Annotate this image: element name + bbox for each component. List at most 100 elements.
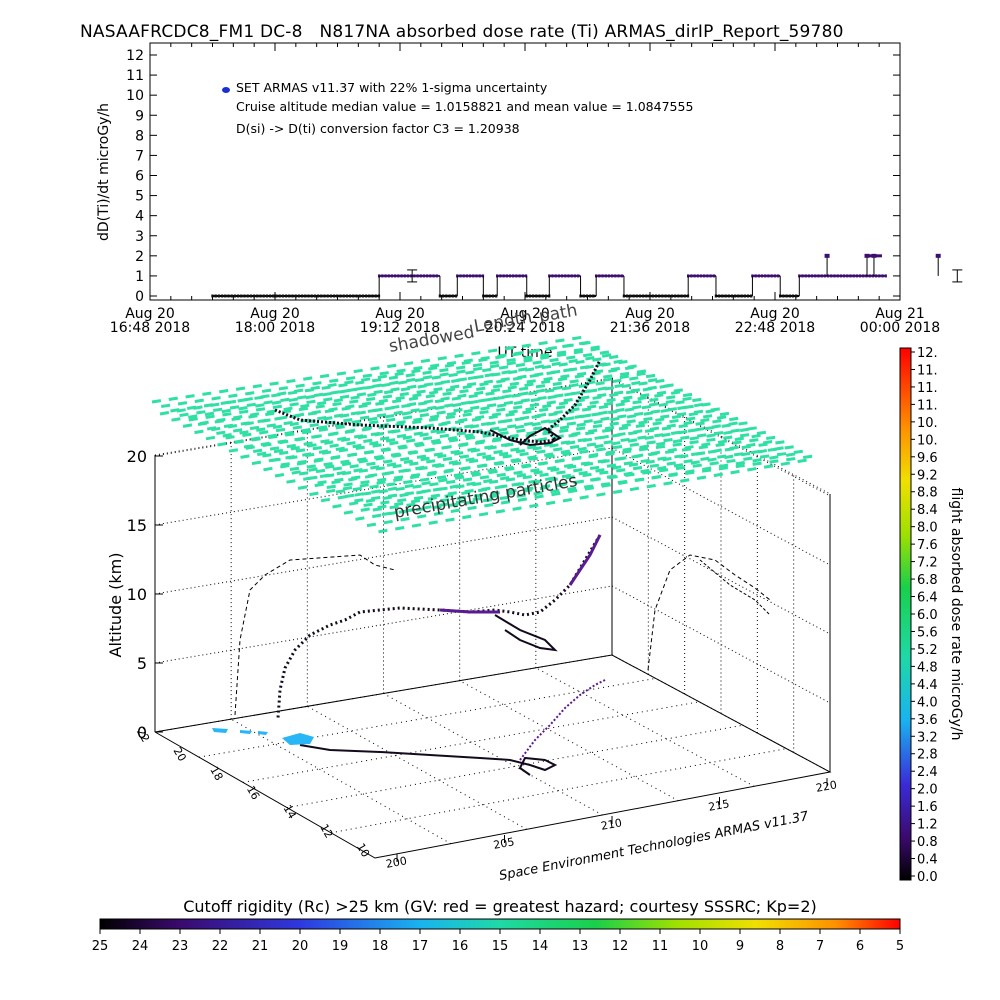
rigidity-colorbar-label: 10 [692,939,709,954]
z-tick-label: 0 [137,723,147,742]
rigidity-colorbar-label: 6 [856,939,864,954]
rigidity-colorbar-label: 8 [776,939,784,954]
y3d-tick-label: 16 [244,783,262,802]
flight-track-mid [276,534,602,719]
dose-colorbar-label: 11. [917,381,938,396]
dose-colorbar [899,347,912,881]
dose-colorbar-label: 5.6 [917,625,938,640]
x-tick-label: Aug 20 [750,306,800,322]
rigidity-colorbar-label: 12 [612,939,629,954]
ground-highdose [258,731,268,735]
x3d-tick-label: 210 [600,816,623,832]
y3d-tick-label: 20 [171,745,189,764]
rigidity-colorbar-label: 23 [172,939,189,954]
dose-colorbar-label: 7.6 [917,538,938,553]
z-axis-label: Altitude (km) [106,553,125,658]
dose-colorbar-label: 10. [917,433,938,448]
dose-segment [548,274,581,278]
x-tick-label: 22:48 2018 [735,320,815,336]
x-tick-label: 19:12 2018 [360,320,440,336]
track-projection-left [234,554,396,716]
floor-grid [383,693,603,816]
legend-median-text: Cruise altitude median value = 1.0158821… [236,99,693,114]
rigidity-colorbar-title: Cutoff rigidity (Rc) >25 km (GV: red = g… [183,897,817,916]
dose-segment [798,274,887,278]
x-tick-label: 20:24 2018 [485,320,565,336]
dose-colorbar-label: 3.2 [917,730,938,745]
x-tick-label: Aug 20 [500,306,550,322]
dose-segment [579,294,597,298]
dose-colorbar-label: 2.8 [917,748,938,763]
dose-colorbar-label: 9.2 [917,468,938,483]
z-tick-label: 5 [137,654,147,673]
rigidity-colorbar-label: 9 [736,939,744,954]
dose-segment [377,274,440,278]
y-tick-label: 9 [135,108,144,124]
dose-colorbar-label: 9.6 [917,451,938,466]
legend-series-label: SET ARMAS v11.37 with 22% 1-sigma uncert… [236,80,548,95]
x-tick-label: Aug 20 [125,306,175,322]
dose-segment [482,294,498,298]
track-projection-right [647,554,771,671]
dose-colorbar-label: 11. [917,363,938,378]
x3d-tick-label: 220 [815,778,838,794]
x-tick-label: 18:00 2018 [235,320,315,336]
dose-colorbar-label: 8.0 [917,521,938,536]
x-tick-label: Aug 21 [875,306,925,322]
x-tick-label: Aug 20 [375,306,425,322]
dose-colorbar-label: 1.6 [917,800,938,815]
dose-colorbar-label: 12. [917,346,938,361]
dose-segment [525,294,551,298]
y3d-tick-label: 22 [134,726,152,745]
dose-segment [496,274,528,278]
rigidity-colorbar-label: 22 [212,939,229,954]
rigidity-colorbar [99,918,901,930]
dose-colorbar-label: 8.4 [917,503,938,518]
y-tick-label: 0 [135,289,144,305]
dose-colorbar-label: 0.8 [917,835,938,850]
dose-colorbar-label: 0.4 [917,853,938,868]
dose-colorbar-title: flight absorbed dose rate microGy/h [948,488,964,741]
z-tick-label: 10 [127,585,147,604]
credit-text: Space Environment Technologies ARMAS v11… [498,809,811,884]
floor-grid [307,705,527,830]
dose-colorbar-label: 11. [917,398,938,413]
x3d-tick-label: 205 [492,835,515,851]
floor-grid [459,680,679,802]
y-tick-label: 4 [135,209,144,225]
rigidity-colorbar-label: 19 [332,939,349,954]
floor-grid [230,718,452,845]
flight-track-lowdose [439,608,500,614]
x3d-tick-label: 200 [385,854,408,870]
dose-colorbar-label: 10. [917,416,938,431]
y-tick-label: 11 [126,68,144,84]
rigidity-colorbar-label: 18 [372,939,389,954]
dose-colorbar-label: 4.8 [917,660,938,675]
flight-track-lowdose [568,534,602,586]
dose-colorbar-label: 5.2 [917,643,938,658]
dose-segment [779,294,800,298]
rigidity-colorbar-label: 25 [92,939,109,954]
z-tick-label: 20 [127,447,147,466]
y3d-tick-label: 10 [354,841,372,860]
dose-segment [456,274,485,278]
rigidity-colorbar-label: 16 [452,939,469,954]
rigidity-colorbar-label: 11 [652,939,669,954]
dose-colorbar-label: 0.0 [917,870,938,885]
rigidity-colorbar-label: 13 [572,939,589,954]
y-tick-label: 6 [135,169,144,185]
x-tick-label: Aug 20 [250,306,300,322]
dose-colorbar-label: 3.6 [917,713,938,728]
y-tick-label: 2 [135,249,144,265]
floor-outline [154,654,832,859]
grid-line [611,516,831,635]
page-title: NASAAFRCDC8_FM1 DC-8 N817NA absorbed dos… [80,22,844,42]
rigidity-colorbar-label: 24 [132,939,149,954]
y-tick-label: 10 [126,88,144,104]
rigidity-colorbar-label: 7 [816,939,824,954]
legend-marker [222,87,230,93]
x-tick-label: 16:48 2018 [110,320,190,336]
ground-track [299,744,558,776]
dose-colorbar-label: 4.4 [917,678,938,693]
